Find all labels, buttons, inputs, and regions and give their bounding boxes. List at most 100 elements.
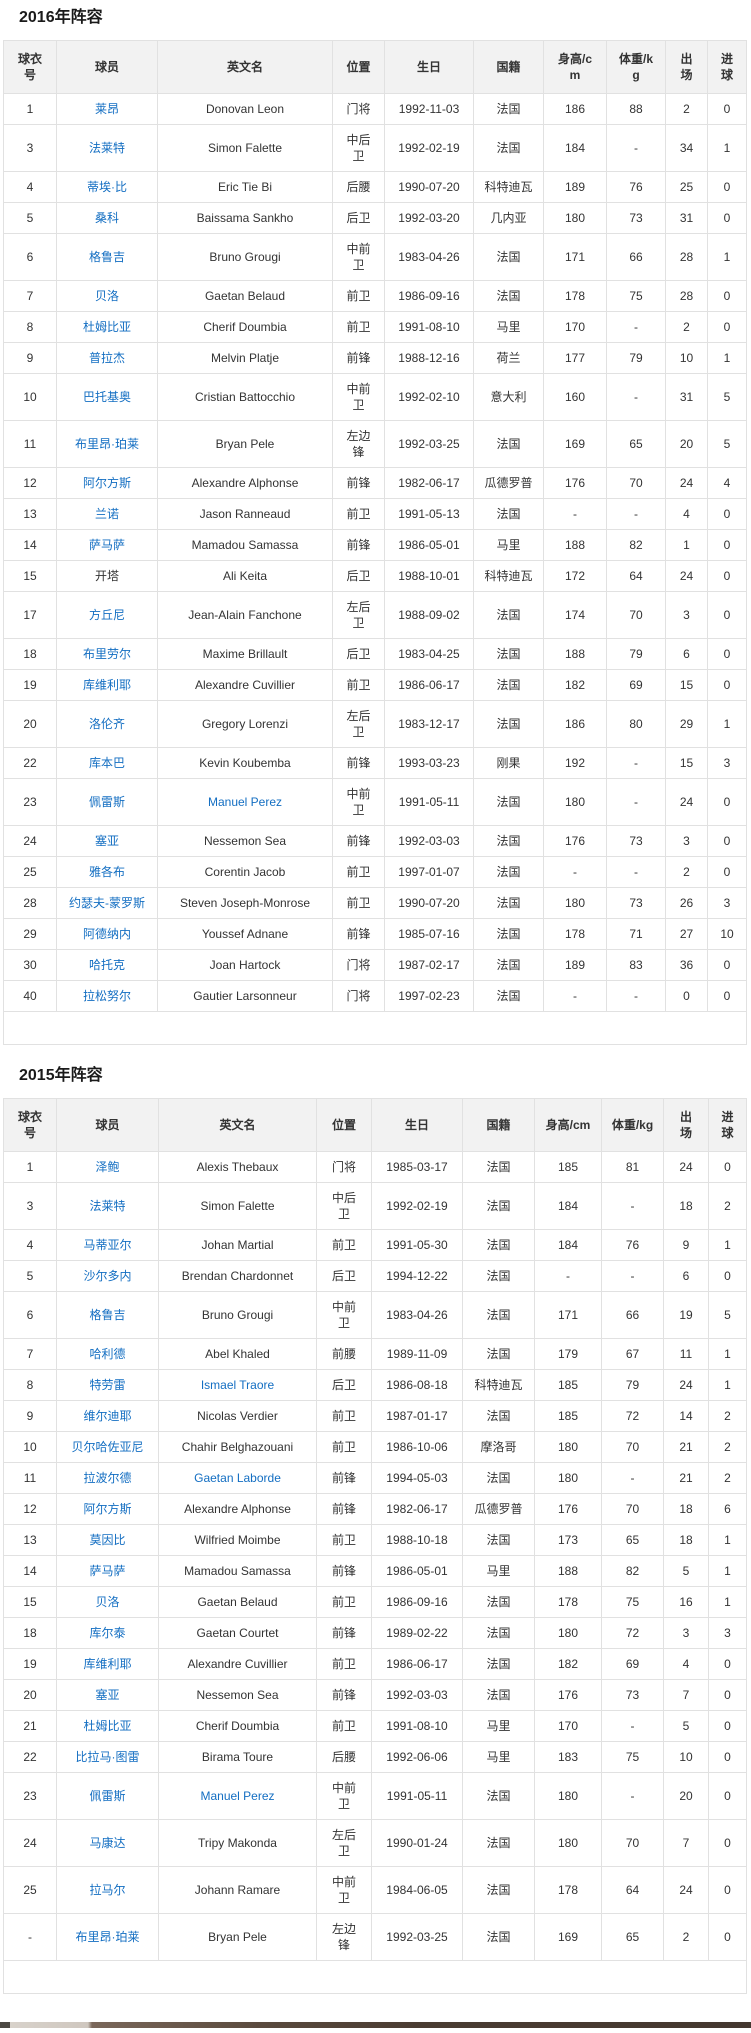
player-link[interactable]: 拉松努尔: [82, 989, 131, 1003]
player-link[interactable]: 阿德纳内: [82, 927, 131, 941]
position-cell: 前卫: [316, 1431, 372, 1463]
player-link[interactable]: 雅各布: [88, 865, 125, 879]
player-link[interactable]: 杜姆比亚: [82, 320, 131, 334]
jersey-number-cell: 40: [3, 980, 57, 1012]
nationality-cell: 法国: [462, 1400, 535, 1432]
player-link[interactable]: 维尔迪耶: [83, 1409, 132, 1423]
player-link[interactable]: 洛伦齐: [88, 717, 125, 731]
english-name-cell: Gaetan Belaud: [157, 280, 333, 312]
birthday-cell: 1982-06-17: [371, 1493, 463, 1525]
player-link[interactable]: 特劳雷: [89, 1378, 126, 1392]
player-link[interactable]: 法莱特: [89, 1199, 126, 1213]
position-cell: 左后 卫: [332, 591, 385, 639]
player-link[interactable]: 马康达: [89, 1836, 126, 1850]
player-row: 17 方丘尼 Jean-Alain Fanchone 左后 卫 1988-09-02 法国…: [3, 591, 747, 639]
player-link[interactable]: 约瑟夫-蒙罗斯: [69, 896, 145, 910]
player-row: 19 库维利耶 Alexandre Cuvillier 前卫 1986-06-17 法国 1…: [3, 1648, 747, 1680]
player-link[interactable]: 沙尔多内: [83, 1269, 132, 1283]
nationality-cell: 法国: [462, 1260, 535, 1292]
player-row: 28 约瑟夫-蒙罗斯 Steven Joseph-Monrose 前卫 1990-07-…: [3, 887, 747, 919]
player-link[interactable]: 贝洛: [95, 1595, 120, 1609]
height-cell: -: [534, 1260, 602, 1292]
player-row: 20 塞亚 Nessemon Sea 前锋 1992-03-03 法国 176 73 7 0: [3, 1679, 747, 1711]
nationality-cell: 马里: [462, 1710, 535, 1742]
player-link[interactable]: 塞亚: [95, 1688, 120, 1702]
player-link[interactable]: 库本巴: [88, 756, 125, 770]
position-cell: 门将: [332, 93, 385, 125]
player-link[interactable]: 马蒂亚尔: [83, 1238, 132, 1252]
position-cell: 中后 卫: [316, 1182, 372, 1230]
player-link[interactable]: 格鲁吉: [88, 250, 125, 264]
player-link[interactable]: 蒂埃·比: [87, 180, 127, 194]
player-link[interactable]: 巴托基奥: [82, 390, 131, 404]
player-link[interactable]: 兰诺: [94, 507, 119, 521]
player-link[interactable]: 阿尔方斯: [83, 1502, 132, 1516]
weight-cell: -: [606, 856, 666, 888]
player-link[interactable]: 萨马萨: [88, 538, 125, 552]
height-cell: 178: [534, 1866, 602, 1914]
jersey-number-cell: 12: [3, 467, 57, 499]
player-link[interactable]: 拉马尔: [89, 1883, 126, 1897]
player-link[interactable]: 贝洛: [94, 289, 119, 303]
nationality-cell: 法国: [462, 1617, 535, 1649]
player-link[interactable]: 布里昂·珀莱: [75, 437, 139, 451]
player-link[interactable]: 库维利耶: [82, 678, 131, 692]
goals-cell: 1: [707, 700, 747, 748]
player-link[interactable]: 桑科: [94, 211, 119, 225]
goals-cell: 3: [707, 887, 747, 919]
player-link[interactable]: 法莱特: [88, 141, 125, 155]
player-link[interactable]: 方丘尼: [88, 608, 125, 622]
player-link[interactable]: 布里劳尔: [82, 647, 131, 661]
appearances-cell: 5: [663, 1555, 709, 1587]
player-link[interactable]: 杜姆比亚: [83, 1719, 132, 1733]
english-name-link[interactable]: Ismael Traore: [200, 1378, 275, 1392]
height-cell: 186: [543, 93, 607, 125]
birthday-cell: 1986-09-16: [371, 1586, 463, 1618]
squad-section-2015: 2015年阵容 球衣 号 球员 英文名 位置 生日 国籍 身高/cm 体重/kg…: [0, 1067, 751, 1994]
player-link[interactable]: 比拉马·图雷: [75, 1750, 140, 1764]
appearances-cell: 3: [665, 825, 708, 857]
jersey-number-cell: 19: [3, 1648, 57, 1680]
goals-cell: 1: [707, 124, 747, 172]
player-link[interactable]: 塞亚: [94, 834, 119, 848]
player-link[interactable]: 哈利德: [89, 1347, 126, 1361]
player-link[interactable]: 库尔泰: [89, 1626, 126, 1640]
position-cell: 前锋: [316, 1555, 372, 1587]
jersey-number-cell: 22: [3, 747, 57, 779]
weight-cell: 64: [606, 560, 666, 592]
height-cell: 180: [534, 1819, 602, 1867]
jersey-number-cell: 3: [3, 1182, 57, 1230]
collapse-notch[interactable]: [202, 1991, 230, 1993]
player-link[interactable]: 普拉杰: [88, 351, 125, 365]
english-name-link[interactable]: Manuel Perez: [207, 795, 283, 809]
player-link[interactable]: 泽鲍: [95, 1160, 120, 1174]
player-link[interactable]: 阿尔方斯: [82, 476, 131, 490]
english-name-link[interactable]: Gaetan Laborde: [194, 1471, 281, 1485]
col-header-goals: 进 球: [707, 40, 747, 94]
goals-cell: 3: [708, 1617, 747, 1649]
nationality-cell: 法国: [462, 1462, 535, 1494]
player-link[interactable]: 库维利耶: [83, 1657, 132, 1671]
player-link[interactable]: 佩雷斯: [89, 1789, 126, 1803]
player-link[interactable]: 拉波尔德: [83, 1471, 132, 1485]
player-link[interactable]: 萨马萨: [89, 1564, 126, 1578]
player-name-cell: 佩雷斯: [56, 1772, 159, 1820]
player-link[interactable]: 格鲁吉: [89, 1308, 126, 1322]
col-header-jersey: 球衣 号: [3, 1098, 57, 1152]
collapse-notch[interactable]: [202, 1012, 230, 1014]
weight-cell: 79: [606, 638, 666, 670]
player-name-cell: 贝尔哈佐亚尼: [56, 1431, 159, 1463]
player-name-cell: 法莱特: [56, 1182, 159, 1230]
player-link[interactable]: 哈托克: [88, 958, 125, 972]
player-link[interactable]: 布里昂·珀莱: [75, 1930, 140, 1944]
birthday-cell: 1986-06-17: [371, 1648, 463, 1680]
col-header-jersey: 球衣 号: [3, 40, 57, 94]
player-link[interactable]: 贝尔哈佐亚尼: [71, 1440, 144, 1454]
height-cell: 178: [534, 1586, 602, 1618]
player-link[interactable]: 莱昂: [94, 102, 119, 116]
player-link[interactable]: 莫因比: [89, 1533, 126, 1547]
height-cell: 176: [543, 467, 607, 499]
english-name-link[interactable]: Manuel Perez: [200, 1789, 275, 1803]
player-link[interactable]: 佩雷斯: [88, 795, 125, 809]
position-cell: 后腰: [332, 171, 385, 203]
